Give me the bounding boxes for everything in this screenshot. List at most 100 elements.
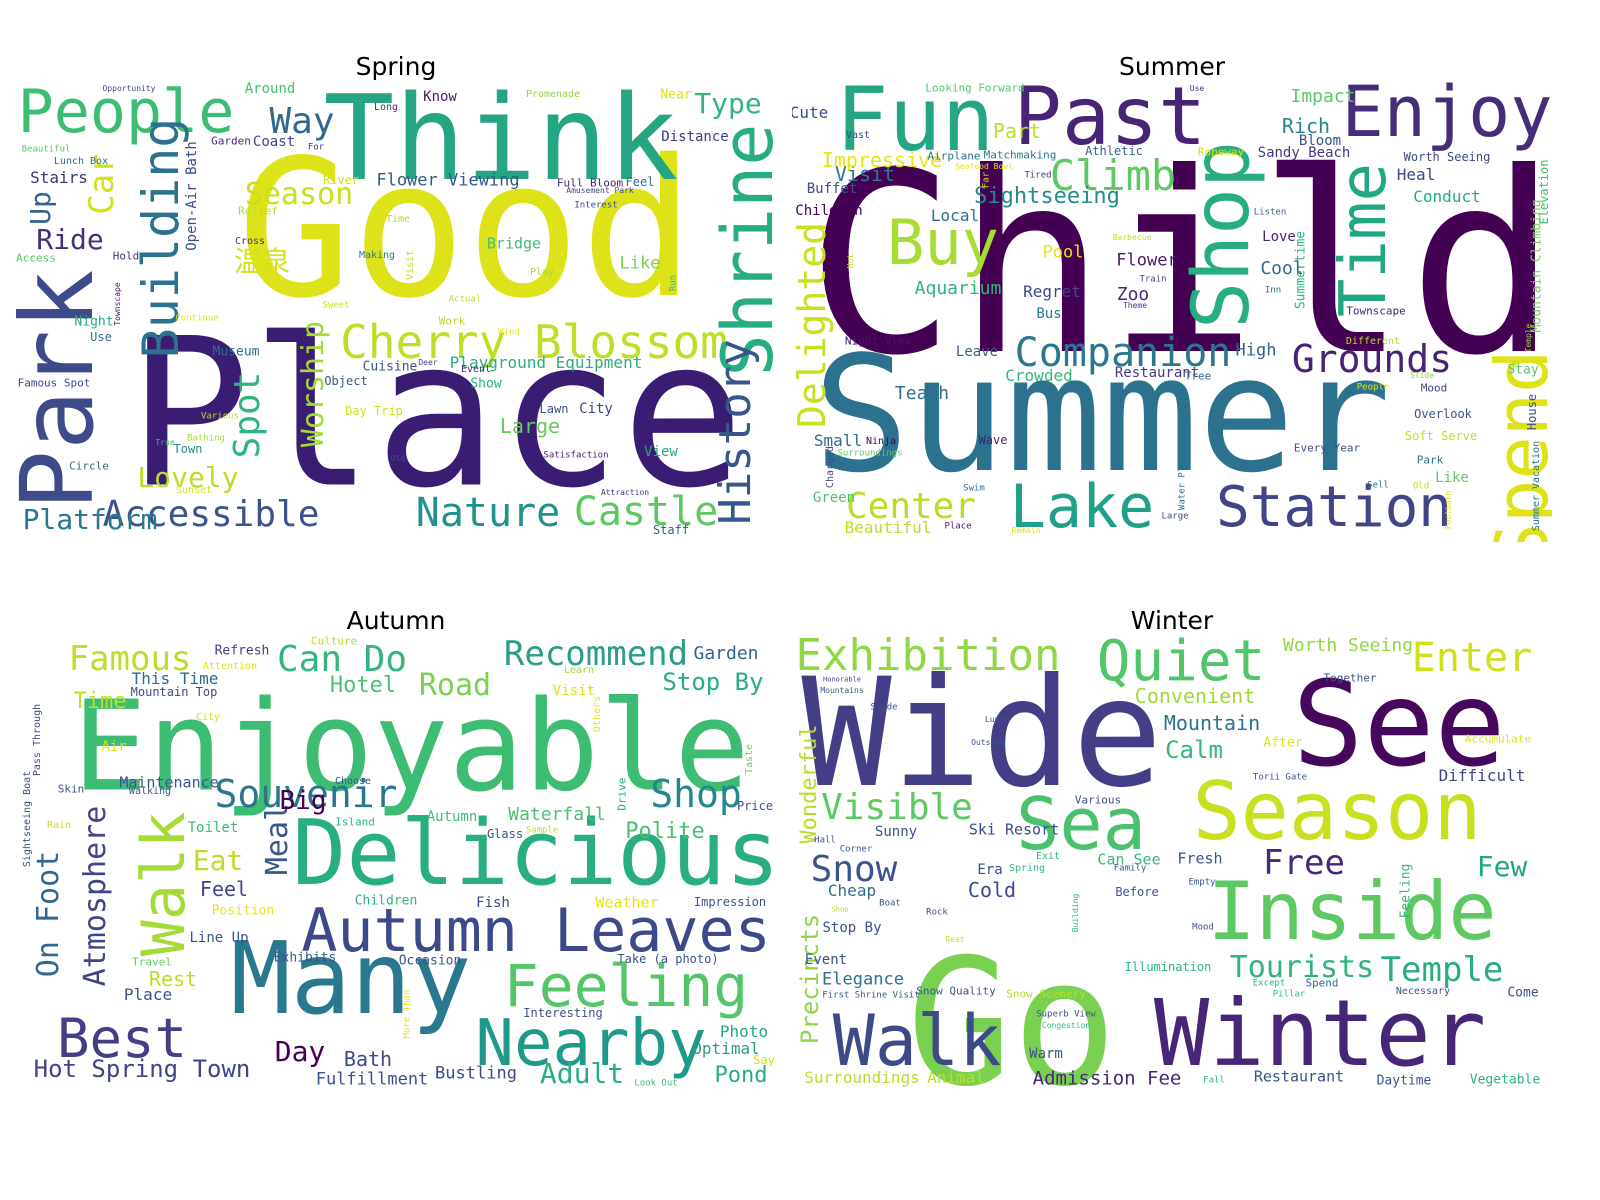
summer-word: Wave [978, 433, 1008, 447]
winter-word: Enter [1411, 635, 1533, 681]
autumn-word: Fish [476, 895, 510, 911]
winter-word: Surroundings [804, 1068, 920, 1087]
winter-word: Boat [879, 898, 901, 909]
summer-word: Townscape [1346, 304, 1406, 318]
spring-word: Bridge [486, 234, 542, 253]
spring-word: Sunset [175, 485, 213, 496]
winter-word: Fresh [1177, 849, 1223, 868]
autumn-word: More Than [402, 989, 413, 1039]
autumn-word: Garden [693, 643, 759, 664]
winter-word: Cold [967, 878, 1017, 902]
autumn-word: Glass [486, 827, 524, 841]
spring-word: Event [460, 364, 492, 375]
summer-word: Listen [1253, 207, 1287, 218]
winter-word: Sea [1015, 782, 1147, 866]
autumn-word: Feel [199, 877, 249, 901]
spring-word: Nature [415, 490, 561, 536]
winter-word: Animal [927, 1068, 985, 1087]
winter-word: Accumulate [1464, 732, 1532, 746]
spring-word: Museum [212, 344, 260, 360]
autumn-word: Taste [744, 743, 755, 775]
winter-word: Honorable [823, 675, 861, 684]
autumn-word: Sample [525, 825, 559, 836]
summer-word: Ropeway [1197, 145, 1245, 159]
winter-word: Ski Resort [968, 820, 1060, 839]
summer-word: Love [1262, 229, 1296, 245]
summer-word: Delighted [792, 222, 834, 428]
autumn-word: Impression [693, 895, 767, 909]
winter-word: Spend [1305, 976, 1339, 990]
spring-word: Park [16, 269, 116, 511]
word-cloud-autumn: Enjoyable Delicious Many Autumn Leaves Feeli… [16, 634, 776, 1096]
spring-word: Large [499, 414, 561, 438]
spring-word: Season [244, 177, 354, 212]
spring-word: Cherry Blossom [340, 315, 728, 369]
winter-word: Exit [1035, 851, 1061, 862]
autumn-word: Big [279, 786, 327, 816]
summer-word: Sell [1367, 480, 1389, 491]
spring-word: Full Bloom [556, 176, 624, 190]
winter-word: Free [1263, 843, 1345, 883]
spring-word: Use [90, 330, 112, 344]
summer-word: Park [1416, 453, 1444, 467]
autumn-word: Eat [192, 844, 244, 877]
summer-word: People [1356, 382, 1390, 393]
autumn-word: City [195, 712, 221, 723]
summer-word: Remain [1011, 526, 1041, 535]
spring-word: Making [358, 250, 396, 261]
autumn-word: Fulfillment [315, 1069, 429, 1090]
spring-word: Feel [625, 175, 655, 189]
spring-word: Coast [252, 134, 296, 150]
spring-word: Actual [448, 294, 482, 305]
autumn-word: Skin [57, 782, 85, 796]
autumn-word: Visit [552, 683, 596, 699]
winter-word: Superb View [1036, 1009, 1096, 1020]
summer-word: Enjoy [1341, 80, 1552, 153]
autumn-word: Feeling [503, 952, 749, 1020]
summer-word: Footbath [1444, 490, 1453, 530]
spring-word: Long [373, 102, 399, 113]
winter-word: Walk [832, 1000, 1002, 1082]
summer-word: Zoo [1116, 284, 1150, 305]
summer-word: Companion [1014, 330, 1232, 376]
summer-word: Children [795, 203, 863, 219]
summer-word: Surroundings [837, 448, 903, 459]
autumn-word: Attention [202, 661, 258, 672]
winter-word: Few [1476, 850, 1528, 883]
autumn-word: Day [274, 1035, 326, 1068]
summer-word: High [1235, 340, 1277, 361]
winter-word: Together [1323, 671, 1377, 685]
autumn-word: Drive [615, 777, 629, 811]
autumn-word: Travel [132, 955, 172, 969]
winter-word: Daytime [1376, 1073, 1432, 1089]
spring-word: City [579, 401, 613, 417]
summer-word: Far [981, 171, 992, 189]
summer-word: Aquarium [914, 278, 1002, 299]
winter-word: Except [1252, 978, 1286, 989]
summer-word: Large [1161, 511, 1189, 522]
spring-word: Object [324, 374, 368, 388]
winter-word: Visible [821, 787, 973, 828]
summer-word: Rich [1281, 114, 1331, 138]
autumn-word: Mountain Top [130, 685, 218, 699]
spring-word: Amusement Park [566, 186, 634, 195]
spring-word: History [710, 339, 761, 525]
summer-word: Charged [825, 445, 836, 489]
autumn-word: Say [753, 1053, 775, 1067]
winter-word: Spring [1008, 863, 1046, 874]
spring-word: River [322, 173, 360, 187]
autumn-word: Line Up [189, 930, 249, 946]
spring-word: Think [323, 80, 679, 207]
winter-word: Illumination [1124, 960, 1212, 974]
winter-word: Warm [1029, 1046, 1063, 1062]
autumn-word: Delicious [292, 801, 776, 906]
winter-word: Era [977, 862, 1003, 878]
summer-word: Regret [1023, 282, 1081, 301]
autumn-word: Place [123, 985, 173, 1004]
summer-word: Theme [1122, 301, 1148, 310]
spring-word: Around [244, 81, 296, 97]
summer-word: Impressive [821, 148, 943, 172]
winter-word: Quiet [1096, 634, 1266, 694]
spring-word: Platform [22, 503, 158, 536]
winter-word: See [1292, 655, 1506, 793]
